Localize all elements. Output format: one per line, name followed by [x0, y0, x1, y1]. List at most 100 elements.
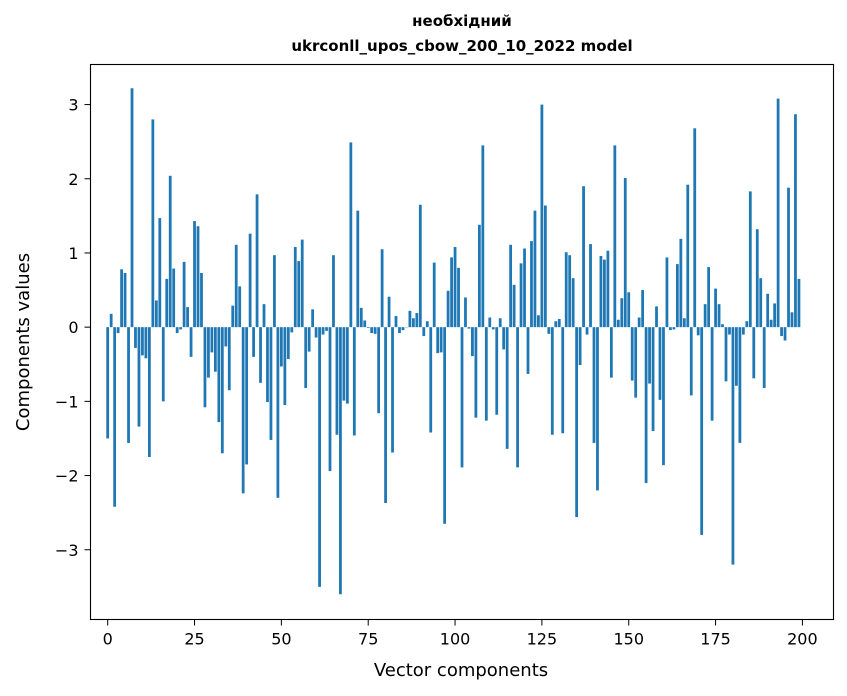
bar-80: [384, 327, 387, 504]
bar-101: [457, 267, 460, 328]
y-tick-label: 3: [68, 96, 78, 115]
bar-54: [293, 247, 297, 328]
bar-138: [585, 327, 589, 335]
y-tick-label: −2: [55, 467, 79, 486]
bar-94: [432, 262, 436, 328]
bar-98: [446, 290, 450, 328]
bar-99: [450, 257, 453, 328]
bar-182: [738, 327, 742, 443]
bar-74: [363, 320, 367, 328]
bar-28: [203, 327, 207, 408]
bar-107: [477, 224, 481, 328]
bar-155: [644, 327, 648, 483]
y-tick-label: 0: [68, 318, 78, 337]
bar-15: [158, 218, 162, 328]
bar-0: [106, 327, 110, 439]
bar-137: [582, 186, 585, 328]
x-axis-ticks: 0 25 50 75 100 125 150 175 200: [103, 619, 818, 649]
bar-117: [512, 284, 516, 328]
bar-132: [564, 252, 568, 328]
bar-140: [592, 327, 596, 443]
bar-150: [627, 292, 631, 328]
bar-160: [662, 327, 665, 466]
bar-188: [759, 278, 763, 328]
bar-7: [130, 88, 134, 328]
bar-177: [721, 324, 724, 328]
bar-36: [231, 305, 235, 328]
bar-176: [717, 304, 721, 328]
bar-185: [748, 191, 752, 328]
bar-56: [300, 239, 304, 328]
bar-152: [634, 327, 638, 398]
bar-189: [762, 327, 766, 388]
x-axis-label: Vector components: [374, 660, 548, 681]
bar-30: [210, 327, 214, 353]
bar-128: [550, 327, 554, 435]
bar-29: [207, 327, 210, 378]
bar-66: [335, 327, 339, 435]
bar-110: [488, 317, 492, 328]
bar-39: [241, 327, 245, 494]
bar-1: [109, 313, 113, 328]
bar-43: [255, 194, 259, 328]
bar-106: [474, 327, 478, 418]
bar-25: [193, 221, 196, 328]
bar-97: [443, 327, 447, 524]
bar-67: [339, 327, 342, 595]
bar-122: [530, 241, 533, 328]
bar-69: [345, 327, 349, 404]
bar-196: [787, 187, 790, 328]
bar-95: [436, 327, 440, 354]
x-tick-label: 0: [103, 630, 113, 649]
y-tick-label: −3: [55, 541, 79, 560]
bar-105: [471, 327, 474, 357]
bar-198: [794, 114, 797, 328]
bar-63: [325, 327, 328, 331]
bar-8: [134, 327, 137, 348]
bar-103: [464, 297, 467, 328]
bar-55: [297, 261, 301, 328]
bar-22: [182, 261, 186, 328]
bar-167: [686, 184, 690, 328]
bar-46: [266, 327, 269, 403]
bar-38: [238, 286, 242, 328]
bar-84: [398, 327, 401, 334]
bar-52: [286, 327, 290, 360]
bar-85: [401, 327, 405, 331]
bar-181: [735, 327, 738, 386]
x-tick-label: 100: [440, 630, 471, 649]
bar-112: [495, 327, 499, 415]
bar-126: [543, 205, 547, 328]
bar-186: [752, 327, 756, 379]
bar-187: [755, 229, 759, 328]
bar-121: [526, 327, 530, 374]
bar-153: [637, 317, 641, 328]
bar-157: [651, 327, 655, 432]
bar-171: [700, 327, 704, 535]
bar-6: [127, 327, 130, 443]
bar-194: [780, 327, 783, 337]
bar-180: [731, 327, 735, 565]
chart-title-line-1: необхідний: [412, 12, 512, 30]
bar-119: [519, 263, 523, 328]
bar-18: [168, 175, 172, 328]
bar-151: [630, 327, 634, 381]
bar-12: [147, 327, 151, 458]
bar-131: [561, 327, 565, 434]
bar-161: [665, 257, 669, 328]
bar-127: [547, 327, 551, 334]
bar-35: [227, 327, 231, 391]
bar-184: [745, 321, 749, 328]
bar-27: [200, 273, 203, 328]
bar-16: [161, 327, 165, 402]
bar-173: [707, 267, 711, 328]
bar-159: [658, 327, 662, 400]
bar-124: [537, 315, 540, 328]
y-axis-label: Components values: [13, 253, 34, 431]
bar-5: [123, 273, 127, 328]
bar-136: [578, 327, 582, 365]
bar-3: [116, 327, 120, 334]
plot-area-frame: [89, 63, 835, 621]
bar-174: [710, 327, 714, 421]
